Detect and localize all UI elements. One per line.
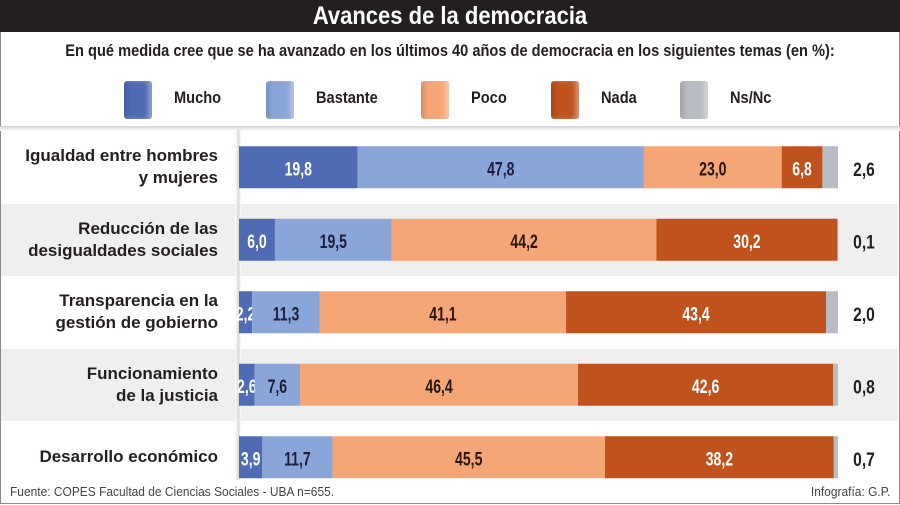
legend-swatch	[421, 81, 449, 119]
legend-label: Poco	[471, 88, 507, 107]
bar-segment-ns-nc	[833, 363, 838, 406]
data-label: 42,6	[692, 376, 719, 398]
data-label: 45,5	[455, 448, 482, 470]
legend-swatch	[680, 81, 708, 119]
bar-segment-mucho	[239, 146, 358, 189]
legend-swatch	[124, 81, 152, 119]
category-label: Transparencia en la gestión de gobierno	[10, 290, 218, 334]
bar-segment-poco	[391, 218, 657, 261]
bar-segment-poco	[643, 146, 782, 189]
bar-segment-bastante	[262, 436, 333, 479]
credit-note: Infografía: G.P.	[810, 484, 890, 499]
category-label-line: Reducción de las	[78, 218, 218, 238]
category-label: Funcionamiento de la justicia	[10, 363, 218, 407]
data-label: 19,5	[320, 231, 347, 253]
bar-segment-ns-nc	[837, 218, 839, 261]
bar-segment-bastante	[274, 218, 392, 261]
data-label: 0,1	[853, 231, 875, 253]
data-label: 44,2	[510, 231, 537, 253]
data-label: 0,7	[853, 448, 875, 470]
bar-segment-mucho	[239, 291, 253, 334]
data-label: 38,2	[706, 448, 733, 470]
bar-segment-poco	[319, 291, 567, 334]
data-label: 47,8	[487, 158, 514, 180]
data-label: 43,4	[682, 303, 710, 325]
category-label-line: gestión de gobierno	[55, 313, 218, 333]
data-label: 7,6	[268, 376, 288, 398]
legend: Mucho Bastante Poco Nada Ns/Nc	[0, 78, 900, 122]
source-note: Fuente: COPES Facultad de Ciencias Socia…	[10, 484, 335, 499]
category-label: Igualdad entre hombres y mujeres	[10, 145, 218, 189]
category-label-line: de la justicia	[115, 385, 218, 405]
bar-segment-bastante	[254, 363, 301, 406]
data-label: 6,0	[247, 231, 267, 253]
data-label: 2,6	[237, 376, 257, 398]
bar-segment-bastante	[252, 291, 320, 334]
category-label-line: Desarrollo económico	[39, 447, 218, 467]
bar-segment-bastante	[357, 146, 644, 189]
bar-segment-nada	[604, 436, 834, 479]
data-label: 2,6	[853, 158, 875, 180]
bar-segment-nada	[656, 218, 838, 261]
category-label-line: Funcionamiento	[86, 363, 218, 383]
legend-label: Mucho	[174, 88, 222, 107]
bar-segment-nada	[566, 291, 827, 334]
bar-segment-mucho	[239, 218, 275, 261]
title-bar	[0, 0, 900, 32]
category-label: Reducción de las desigualdades sociales	[10, 218, 218, 262]
data-label: 6,8	[792, 158, 812, 180]
category-label-line: desigualdades sociales	[28, 240, 218, 260]
data-label: 11,3	[273, 303, 300, 325]
data-label: 3,9	[241, 448, 261, 470]
data-label: 23,0	[699, 158, 726, 180]
bar-segment-poco	[300, 363, 579, 406]
data-label: 46,4	[425, 376, 453, 398]
label-divider	[235, 130, 241, 480]
data-label: 11,7	[284, 448, 311, 470]
legend-swatch	[266, 81, 294, 119]
legend-label: Ns/Nc	[730, 88, 772, 107]
legend-label: Nada	[601, 88, 637, 107]
chart-title: Avances de la democracia	[312, 2, 588, 30]
data-label: 30,2	[733, 231, 760, 253]
legend-divider	[0, 126, 900, 131]
category-label: Desarrollo económico	[10, 446, 218, 468]
bar-segment-ns-nc	[833, 436, 838, 479]
bar-segment-ns-nc	[826, 291, 838, 334]
data-label: 2,0	[853, 303, 875, 325]
bar-segment-ns-nc	[822, 146, 838, 189]
data-label: 41,1	[429, 303, 456, 325]
chart-subtitle: En qué medida cree que se ha avanzado en…	[65, 41, 835, 60]
bar-segment-mucho	[239, 363, 255, 406]
legend-swatch	[551, 81, 579, 119]
category-label-line: Igualdad entre hombres	[25, 146, 218, 166]
bar-segment-poco	[332, 436, 605, 479]
bar-segment-nada	[578, 363, 834, 406]
bar-segment-nada	[781, 146, 823, 189]
data-label: 2,2	[236, 303, 256, 325]
data-label: 19,8	[285, 158, 312, 180]
category-label-line: Transparencia en la	[59, 291, 218, 311]
legend-label: Bastante	[316, 88, 378, 107]
bar-segment-mucho	[239, 436, 263, 479]
data-label: 0,8	[853, 376, 875, 398]
category-label-line: y mujeres	[138, 168, 218, 188]
